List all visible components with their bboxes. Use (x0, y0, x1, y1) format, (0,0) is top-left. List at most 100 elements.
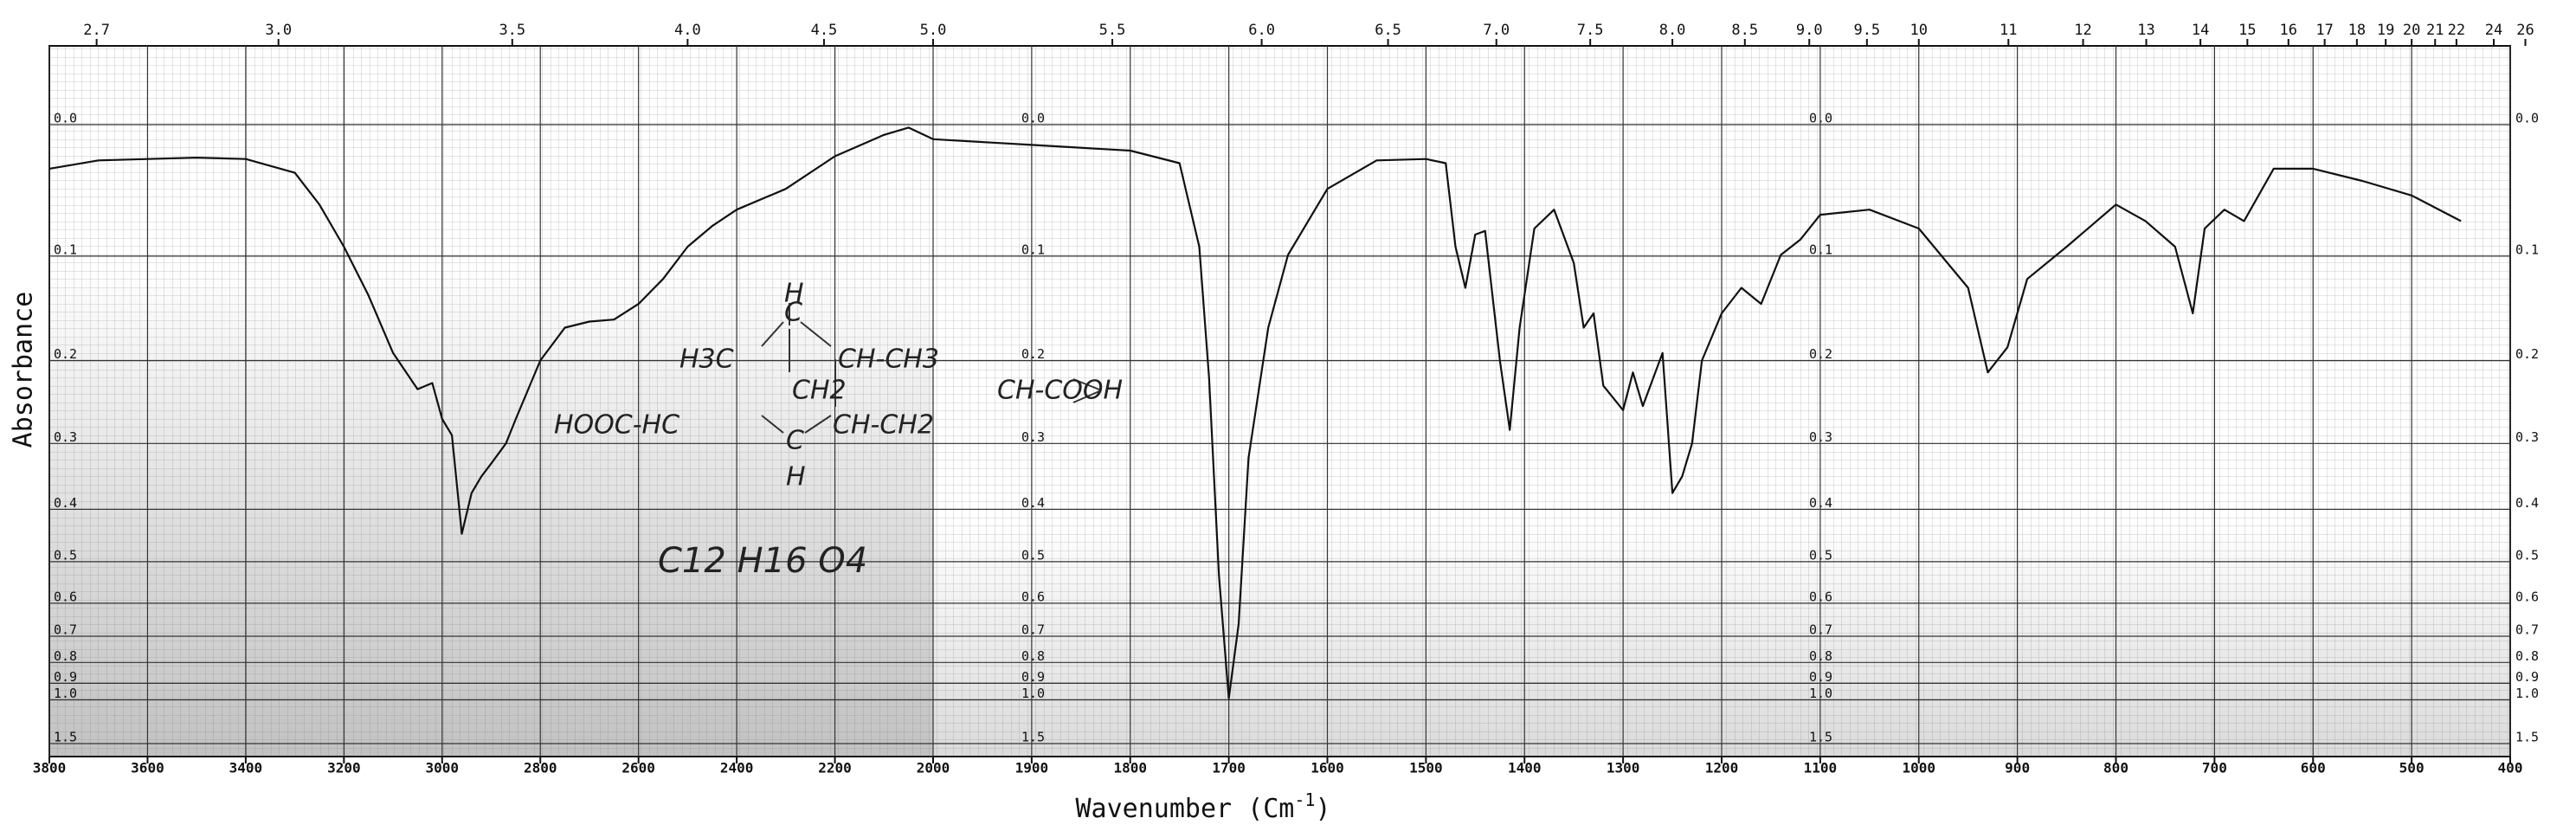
y-tick-label: 0.7 (1809, 622, 1832, 638)
x-tick-label: 1000 (1902, 760, 1935, 776)
x2-tick-label: 3.0 (265, 22, 292, 39)
y-tick-label: 0.5 (54, 547, 77, 563)
x2-tick-label: 18 (2348, 22, 2366, 39)
y-tick-label: 0.2 (54, 346, 77, 362)
handwritten-annotation: C12 H16 O4 (658, 541, 867, 581)
x2-tick-label: 4.5 (811, 22, 838, 39)
handwritten-annotation: C (784, 298, 802, 328)
y-tick-label: 0.8 (2515, 648, 2539, 664)
x2-tick-label: 8.0 (1659, 22, 1686, 39)
y-tick-label: 0.6 (1021, 589, 1045, 604)
x2-tick-label: 21 (2426, 22, 2444, 39)
x2-tick-label: 20 (2403, 22, 2420, 39)
x-tick-label: 500 (2399, 760, 2425, 776)
x2-tick-label: 9.0 (1796, 22, 1823, 39)
handwritten-annotation: CH-CH3 (838, 345, 939, 375)
x2-tick-label: 6.0 (1248, 22, 1275, 39)
handwritten-annotation: CH-COOH (997, 376, 1123, 406)
y-tick-label: 0.4 (1809, 495, 1832, 511)
y-tick-label: 1.5 (2515, 730, 2539, 745)
y-tick-label: 1.0 (2515, 686, 2539, 701)
handwritten-annotation: CH-CH2 (833, 410, 934, 441)
x-axis-label-close: ) (1315, 794, 1330, 824)
x-tick-label: 700 (2202, 760, 2227, 776)
x2-tick-label: 7.0 (1483, 22, 1510, 39)
y-tick-label: 0.1 (2515, 242, 2539, 257)
x-tick-label: 1300 (1607, 760, 1640, 776)
x-tick-label: 400 (2498, 760, 2523, 776)
x2-tick-label: 16 (2280, 22, 2297, 39)
y-tick-label: 0.6 (1809, 589, 1832, 604)
y-tick-label: 0.5 (1809, 547, 1832, 563)
x-tick-label: 2000 (917, 760, 950, 776)
x2-tick-label: 12 (2074, 22, 2091, 39)
y-tick-label: 0.1 (1809, 242, 1832, 257)
y-tick-label: 0.0 (54, 111, 77, 126)
handwritten-annotation: H3C (679, 345, 734, 375)
x-axis-label-text: Wavenumber (Cm (1075, 794, 1294, 824)
x-tick-label: 1100 (1804, 760, 1838, 776)
y-tick-label: 0.0 (1809, 111, 1832, 126)
y-tick-label: 1.0 (1021, 686, 1045, 701)
x-tick-label: 1600 (1311, 760, 1344, 776)
x-tick-label: 1500 (1409, 760, 1443, 776)
y-tick-label: 0.0 (2515, 111, 2539, 126)
x-tick-label: 2400 (720, 760, 754, 776)
x2-tick-label: 5.5 (1099, 22, 1126, 39)
x2-tick-label: 26 (2516, 22, 2534, 39)
y-tick-label: 0.1 (54, 242, 77, 257)
y-tick-label: 0.8 (1021, 648, 1045, 664)
y-tick-label: 0.7 (1021, 622, 1045, 638)
y-tick-label: 0.4 (2515, 495, 2539, 511)
y-tick-label: 0.4 (54, 495, 77, 511)
y-tick-label: 0.9 (2515, 669, 2539, 685)
x-tick-label: 800 (2103, 760, 2128, 776)
x-tick-label: 600 (2301, 760, 2326, 776)
y-tick-label: 0.0 (1021, 111, 1045, 126)
x-tick-label: 900 (2005, 760, 2030, 776)
y-tick-label: 0.9 (1809, 669, 1832, 685)
y-tick-label: 0.2 (1021, 346, 1045, 362)
y-tick-label: 1.5 (54, 730, 77, 745)
x2-tick-label: 6.5 (1375, 22, 1401, 39)
y-tick-label: 0.8 (54, 648, 77, 664)
y-tick-label: 0.2 (2515, 346, 2539, 362)
x-axis-label-sup: -1 (1294, 789, 1315, 810)
x-tick-label: 3800 (33, 760, 67, 776)
spectrum-line (48, 126, 2462, 699)
x2-tick-label: 24 (2485, 22, 2502, 39)
y-axis-label: Absorbance (9, 292, 39, 448)
x2-tick-label: 2.7 (83, 22, 110, 39)
y-tick-label: 0.8 (1809, 648, 1832, 664)
y-tick-label: 0.5 (2515, 547, 2539, 563)
y-tick-label: 0.1 (1021, 242, 1045, 257)
x-tick-label: 3200 (327, 760, 361, 776)
handwritten-annotation: HOOC-HC (554, 410, 679, 441)
y-tick-label: 0.9 (54, 669, 77, 685)
y-tick-label: 1.5 (1021, 730, 1045, 745)
y-tick-label: 1.0 (1809, 686, 1832, 701)
x-axis-label: Wavenumber (Cm-1) (1075, 789, 1330, 824)
x-tick-label: 1800 (1113, 760, 1147, 776)
y-tick-label: 0.6 (2515, 589, 2539, 604)
y-tick-label: 0.5 (1021, 547, 1045, 563)
y-tick-label: 0.2 (1809, 346, 1832, 362)
x2-tick-label: 22 (2448, 22, 2465, 39)
x2-tick-label: 19 (2377, 22, 2394, 39)
x-tick-label: 1200 (1705, 760, 1739, 776)
x-tick-label: 3400 (229, 760, 263, 776)
y-tick-label: 0.3 (1021, 429, 1045, 445)
x2-tick-label: 10 (1910, 22, 1928, 39)
x-tick-label: 2800 (524, 760, 557, 776)
y-tick-label: 0.7 (2515, 622, 2539, 638)
paper-shading (49, 260, 933, 757)
y-tick-label: 0.7 (54, 622, 77, 638)
x2-tick-label: 7.5 (1577, 22, 1604, 39)
y-tick-label: 1.5 (1809, 730, 1832, 745)
y-tick-label: 0.3 (54, 429, 77, 445)
x-tick-label: 3000 (426, 760, 460, 776)
y-tick-label: 0.9 (1021, 669, 1045, 685)
x-tick-label: 1900 (1015, 760, 1049, 776)
x2-tick-label: 3.5 (499, 22, 525, 39)
